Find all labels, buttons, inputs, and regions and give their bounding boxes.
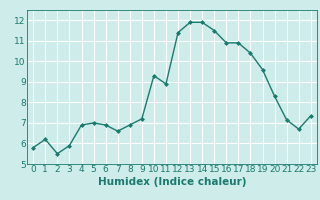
X-axis label: Humidex (Indice chaleur): Humidex (Indice chaleur): [98, 177, 246, 187]
